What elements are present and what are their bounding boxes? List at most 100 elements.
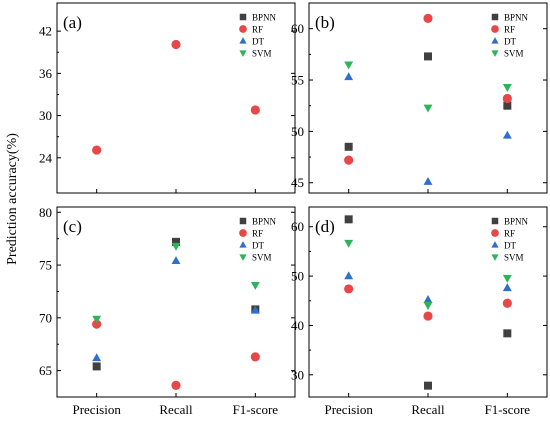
panel-label: (a) <box>63 13 82 32</box>
data-point-svm <box>344 61 354 70</box>
data-point-rf <box>423 311 433 321</box>
data-point-rf <box>502 298 512 308</box>
legend-label-bpnn: BPNN <box>504 216 529 226</box>
data-point-svm <box>502 84 512 92</box>
legend-marker-bpnn <box>491 217 499 225</box>
data-point-svm <box>171 242 181 251</box>
legend-marker-svm <box>491 254 499 261</box>
legend-marker-bpnn <box>491 13 499 21</box>
data-point-bpnn <box>424 52 432 61</box>
data-point-bpnn <box>344 142 353 151</box>
panel-c: 65 70 75 80 Precision Recall F1-score (c) BPNN RF… <box>39 205 296 417</box>
panel-label: (c) <box>63 217 82 236</box>
x-tick-label: F1-score <box>233 402 279 417</box>
legend-marker-rf <box>491 25 499 33</box>
data-point-bpnn <box>92 362 101 371</box>
data-point-svm <box>92 315 102 324</box>
data-point-svm <box>423 302 433 310</box>
y-tick-label: 40 <box>291 318 304 333</box>
panel-label: (b) <box>315 13 335 32</box>
legend-label-dt: DT <box>504 240 516 250</box>
legend-label-rf: RF <box>504 24 515 34</box>
data-point-bpnn <box>503 101 512 110</box>
y-tick-label: 50 <box>291 269 304 284</box>
y-tick-label: 30 <box>39 108 52 123</box>
legend-marker-dt <box>491 241 499 248</box>
legend-label-rf: RF <box>252 228 263 238</box>
legend-label-bpnn: BPNN <box>504 12 529 22</box>
x-tick-label: Precision <box>72 402 121 417</box>
legend-marker-rf <box>239 229 247 237</box>
legend-marker-dt <box>491 37 499 44</box>
data-point-svm <box>502 274 512 283</box>
panel-a: 24 30 36 42 (a) BPNN RF DT SVM <box>39 2 296 194</box>
legend-marker-bpnn <box>239 217 247 225</box>
data-point-dt <box>344 271 354 280</box>
y-tick-label: 36 <box>39 66 53 81</box>
y-tick-label: 60 <box>291 219 304 234</box>
y-tick-label: 24 <box>39 150 53 165</box>
legend-label-dt: DT <box>252 36 264 46</box>
data-point-dt <box>423 295 433 303</box>
y-axis-label: Prediction accuracy(%) <box>5 133 20 265</box>
legend-marker-bpnn <box>239 13 247 21</box>
legend-marker-dt <box>239 241 247 248</box>
data-point-dt <box>423 176 433 185</box>
legend-marker-rf <box>239 25 247 33</box>
data-point-rf <box>250 105 260 115</box>
legend-marker-svm <box>239 254 247 261</box>
y-tick-label: 70 <box>39 310 52 325</box>
data-point-dt <box>171 256 181 264</box>
y-tick-label: 65 <box>39 363 52 378</box>
data-point-rf <box>344 284 354 294</box>
legend-label-rf: RF <box>504 228 515 238</box>
legend-label-dt: DT <box>504 36 516 46</box>
data-point-rf <box>344 155 354 165</box>
data-point-rf <box>171 380 181 390</box>
panel-label: (d) <box>315 217 335 236</box>
data-point-dt <box>502 130 512 139</box>
panels: 24 30 36 42 (a) BPNN RF DT SVM 45 50 55 60 (b) BPNN RF D… <box>39 2 548 417</box>
legend-marker-rf <box>491 229 499 237</box>
data-point-rf <box>92 145 102 155</box>
x-tick-label: Precision <box>324 402 373 417</box>
legend-label-bpnn: BPNN <box>252 216 277 226</box>
y-tick-label: 80 <box>39 205 52 220</box>
y-tick-label: 30 <box>291 367 304 382</box>
x-tick-label: Recall <box>159 402 193 417</box>
data-point-rf <box>502 93 512 104</box>
data-point-rf <box>92 319 102 329</box>
panel-d: 30 40 50 60 Precision Recall F1-score (d) BPNN RF… <box>291 206 548 417</box>
data-point-dt <box>92 353 102 362</box>
data-point-svm <box>250 281 260 290</box>
legend-marker-svm <box>239 50 247 57</box>
data-point-svm <box>423 104 433 113</box>
legend-marker-dt <box>239 37 247 44</box>
legend-label-bpnn: BPNN <box>252 12 277 22</box>
data-point-rf <box>171 39 181 50</box>
legend-marker-svm <box>491 50 499 57</box>
legend-label-svm: SVM <box>252 48 272 58</box>
data-point-bpnn <box>503 329 512 338</box>
x-tick-label: Recall <box>411 402 445 417</box>
y-tick-label: 45 <box>291 175 304 190</box>
legend-label-svm: SVM <box>252 252 272 262</box>
data-point-rf <box>423 13 433 24</box>
y-tick-label: 50 <box>291 124 304 139</box>
y-tick-label: 75 <box>39 258 52 273</box>
data-point-bpnn <box>344 215 353 224</box>
legend-label-dt: DT <box>252 240 264 250</box>
data-point-rf <box>250 352 260 362</box>
data-point-svm <box>344 239 354 248</box>
data-point-dt <box>344 72 354 81</box>
y-tick-label: 55 <box>291 73 304 88</box>
legend-label-svm: SVM <box>504 48 524 58</box>
data-point-bpnn <box>424 381 432 390</box>
y-tick-label: 60 <box>291 21 304 36</box>
legend-label-svm: SVM <box>504 252 524 262</box>
x-tick-label: F1-score <box>485 402 531 417</box>
data-point-bpnn <box>172 237 180 246</box>
data-point-dt <box>250 305 260 314</box>
data-point-dt <box>502 283 512 292</box>
